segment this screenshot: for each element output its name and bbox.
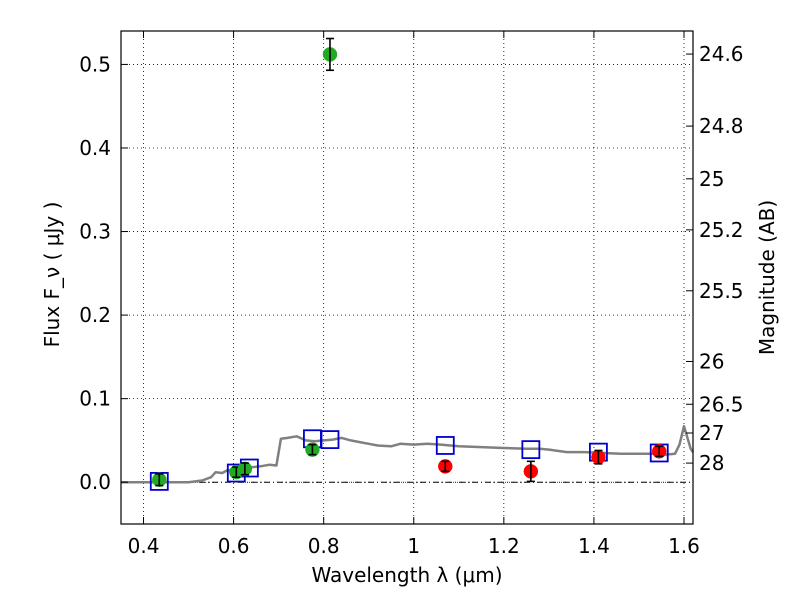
x-axis-title: Wavelength λ (μm): [311, 563, 502, 587]
grid: [121, 31, 693, 524]
y-tick-label: 0.0: [79, 470, 111, 494]
right-tick-label: 24.6: [699, 42, 744, 66]
right-tick-label: 26.5: [699, 392, 744, 416]
x-tick-label: 1.6: [668, 534, 700, 558]
y-axis-title: Flux F_ν ( μJy ): [40, 202, 64, 348]
y-tick-label: 0.5: [79, 52, 111, 76]
y-tick-label: 0.3: [79, 220, 111, 244]
axis-ticks: 0.4 0.6 0.8 1 1.2 1.4 1.6 0.0 0.1 0.2 0.3 0.4 0.5 24.…: [79, 31, 744, 558]
model-flux-box: [435, 436, 455, 455]
y-tick-label: 0.1: [79, 387, 111, 411]
right-tick-label: 25.2: [699, 218, 744, 242]
x-tick-label: 0.8: [308, 534, 340, 558]
y-tick-label: 0.4: [79, 136, 111, 160]
right-tick-label: 28: [699, 451, 724, 475]
right-tick-label: 25.5: [699, 279, 744, 303]
x-tick-label: 0.4: [128, 534, 160, 558]
model-flux-box: [521, 440, 541, 460]
right-tick-label: 25: [699, 167, 724, 191]
model-flux-box: [320, 430, 340, 450]
y-tick-label: 0.2: [79, 303, 111, 327]
x-tick-label: 1.2: [488, 534, 520, 558]
photometry-point-layer: [152, 37, 667, 487]
plot-frame: [120, 30, 694, 525]
x-tick-label: 1: [407, 534, 420, 558]
x-tick-label: 0.6: [218, 534, 250, 558]
right-tick-label: 24.8: [699, 114, 744, 138]
right-axis-title: Magnitude (AB): [755, 200, 779, 355]
right-tick-label: 27: [699, 421, 724, 445]
x-tick-label: 1.4: [578, 534, 610, 558]
right-tick-label: 26: [699, 349, 724, 373]
